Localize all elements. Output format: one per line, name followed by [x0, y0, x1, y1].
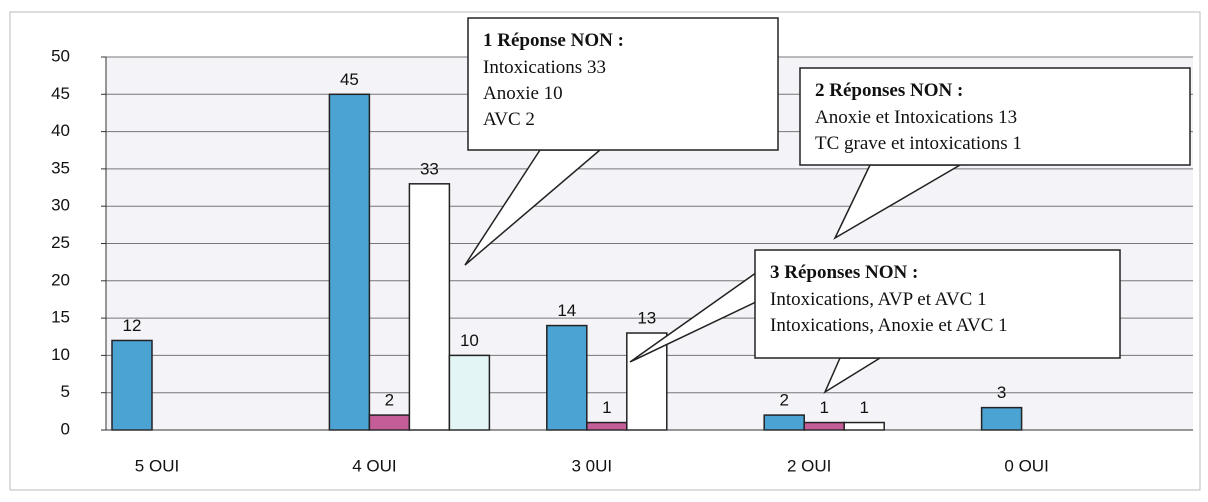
- data-label: 14: [557, 301, 576, 320]
- bar: [980, 406, 1023, 431]
- callout-line: Anoxie 10: [483, 83, 563, 104]
- callout-cover: [757, 252, 767, 300]
- y-tick-label: 35: [51, 158, 70, 177]
- x-tick-label: 2 OUI: [787, 456, 831, 475]
- callout-line: AVC 2: [483, 109, 535, 130]
- callout-line: TC grave et intoxications 1: [815, 133, 1022, 154]
- bar: [408, 183, 451, 431]
- data-label: 1: [819, 398, 828, 417]
- callout: 2 Réponses NON : Anoxie et Intoxications …: [799, 67, 1191, 240]
- x-tick-label: 4 OUI: [352, 456, 396, 475]
- bar: [586, 421, 628, 431]
- data-label: 45: [340, 70, 359, 89]
- y-tick-label: 25: [51, 233, 70, 252]
- bar: [546, 324, 588, 431]
- y-tick-label: 5: [61, 382, 70, 401]
- data-label: 10: [460, 331, 479, 350]
- data-label: 2: [779, 391, 788, 410]
- data-label: 12: [123, 316, 142, 335]
- bar: [843, 421, 885, 431]
- y-tick-label: 50: [51, 46, 70, 65]
- callout-line: Anoxie et Intoxications 13: [815, 107, 1017, 128]
- y-tick-label: 30: [51, 196, 70, 215]
- y-tick-label: 15: [51, 308, 70, 327]
- y-tick-label: 40: [51, 121, 70, 140]
- x-tick-label: 0 OUI: [1004, 456, 1048, 475]
- callout-title: 3 Réponses NON :: [770, 262, 918, 283]
- data-label: 2: [385, 391, 394, 410]
- y-tick-label: 45: [51, 84, 70, 103]
- callout-box: [799, 67, 1191, 166]
- data-label: 1: [859, 398, 868, 417]
- callout-line: Intoxications, Anoxie et AVC 1: [770, 315, 1008, 336]
- callout-box: [467, 17, 779, 151]
- callout: 3 Réponses NON : Intoxications, AVP et AV…: [629, 249, 1121, 394]
- data-label: 13: [637, 309, 656, 328]
- data-label: 33: [420, 159, 439, 178]
- callout-title: 1 Réponse NON :: [483, 30, 624, 51]
- bar: [448, 354, 491, 431]
- y-tick-label: 10: [51, 345, 70, 364]
- y-tick-label: 0: [61, 419, 70, 438]
- x-tick-label: 5 OUI: [135, 456, 179, 475]
- callout: 1 Réponse NON : Intoxications 33 Anoxie 10…: [464, 17, 779, 266]
- callout-box: [754, 249, 1121, 359]
- callout-line: Intoxications 33: [483, 57, 606, 78]
- x-tick-label: 3 0UI: [571, 456, 612, 475]
- callout-line: Intoxications, AVP et AVC 1: [770, 289, 987, 310]
- bar: [803, 421, 845, 431]
- bar: [368, 414, 411, 431]
- bar: [111, 339, 153, 431]
- callout-title: 2 Réponses NON :: [815, 80, 963, 101]
- bar: [763, 414, 805, 431]
- bar: [328, 93, 371, 431]
- y-tick-label: 20: [51, 270, 70, 289]
- data-label: 3: [997, 383, 1006, 402]
- data-label: 1: [602, 398, 611, 417]
